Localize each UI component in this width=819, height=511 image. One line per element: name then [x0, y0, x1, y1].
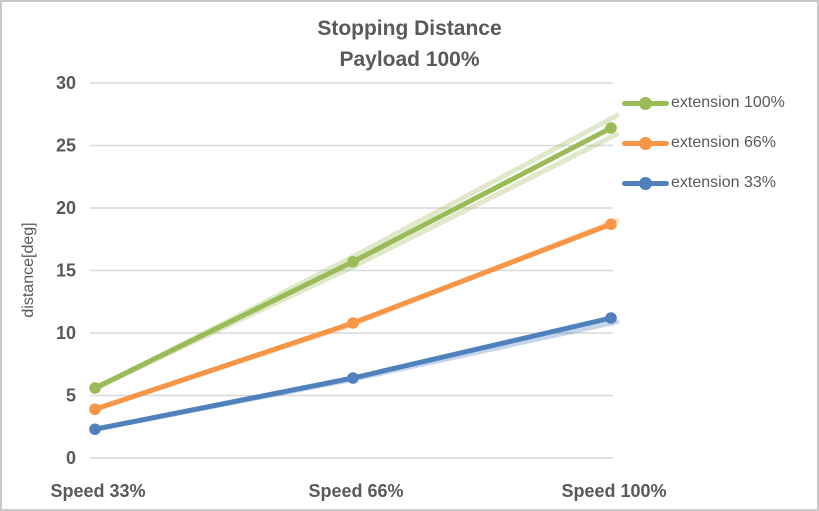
data-point-marker: [347, 372, 359, 384]
x-category-label: Speed 66%: [308, 481, 403, 501]
legend-item-extension-100: extension 100%: [622, 90, 785, 116]
data-point-marker: [89, 403, 101, 416]
chart-title: Stopping Distance: [317, 17, 502, 40]
data-point-marker: [605, 218, 617, 231]
legend: extension 100% extension 66% extension 3…: [622, 90, 785, 196]
legend-marker-icon: [622, 96, 669, 110]
data-point-marker: [605, 122, 617, 134]
y-tick-label: 20: [56, 198, 76, 218]
legend-dot-icon: [639, 96, 652, 110]
y-tick-label: 30: [56, 73, 76, 93]
y-tick-label: 10: [56, 323, 76, 343]
x-category-label: Speed 100%: [561, 481, 666, 501]
legend-marker-icon: [622, 136, 669, 150]
legend-item-extension-33: extension 33%: [622, 170, 785, 196]
y-tick-label: 15: [56, 261, 76, 281]
legend-label: extension 100%: [671, 94, 785, 111]
legend-marker-icon: [622, 176, 669, 190]
data-point-marker: [89, 423, 101, 436]
chart-subtitle: Payload 100%: [339, 48, 480, 71]
data-point-marker: [89, 382, 101, 394]
chart-title-block: Stopping Distance Payload 100%: [2, 13, 817, 75]
data-point-marker: [605, 312, 617, 324]
x-category-label: Speed 33%: [50, 481, 145, 501]
data-point-marker: [347, 317, 359, 329]
data-point-marker: [347, 255, 359, 268]
legend-label: extension 66%: [671, 134, 776, 151]
y-tick-label: 5: [66, 386, 76, 406]
legend-dot-icon: [639, 136, 652, 150]
legend-dot-icon: [639, 176, 652, 190]
y-tick-label: 0: [66, 448, 76, 468]
legend-item-extension-66: extension 66%: [622, 130, 785, 156]
y-tick-label: 25: [56, 136, 76, 156]
legend-label: extension 33%: [671, 174, 776, 191]
